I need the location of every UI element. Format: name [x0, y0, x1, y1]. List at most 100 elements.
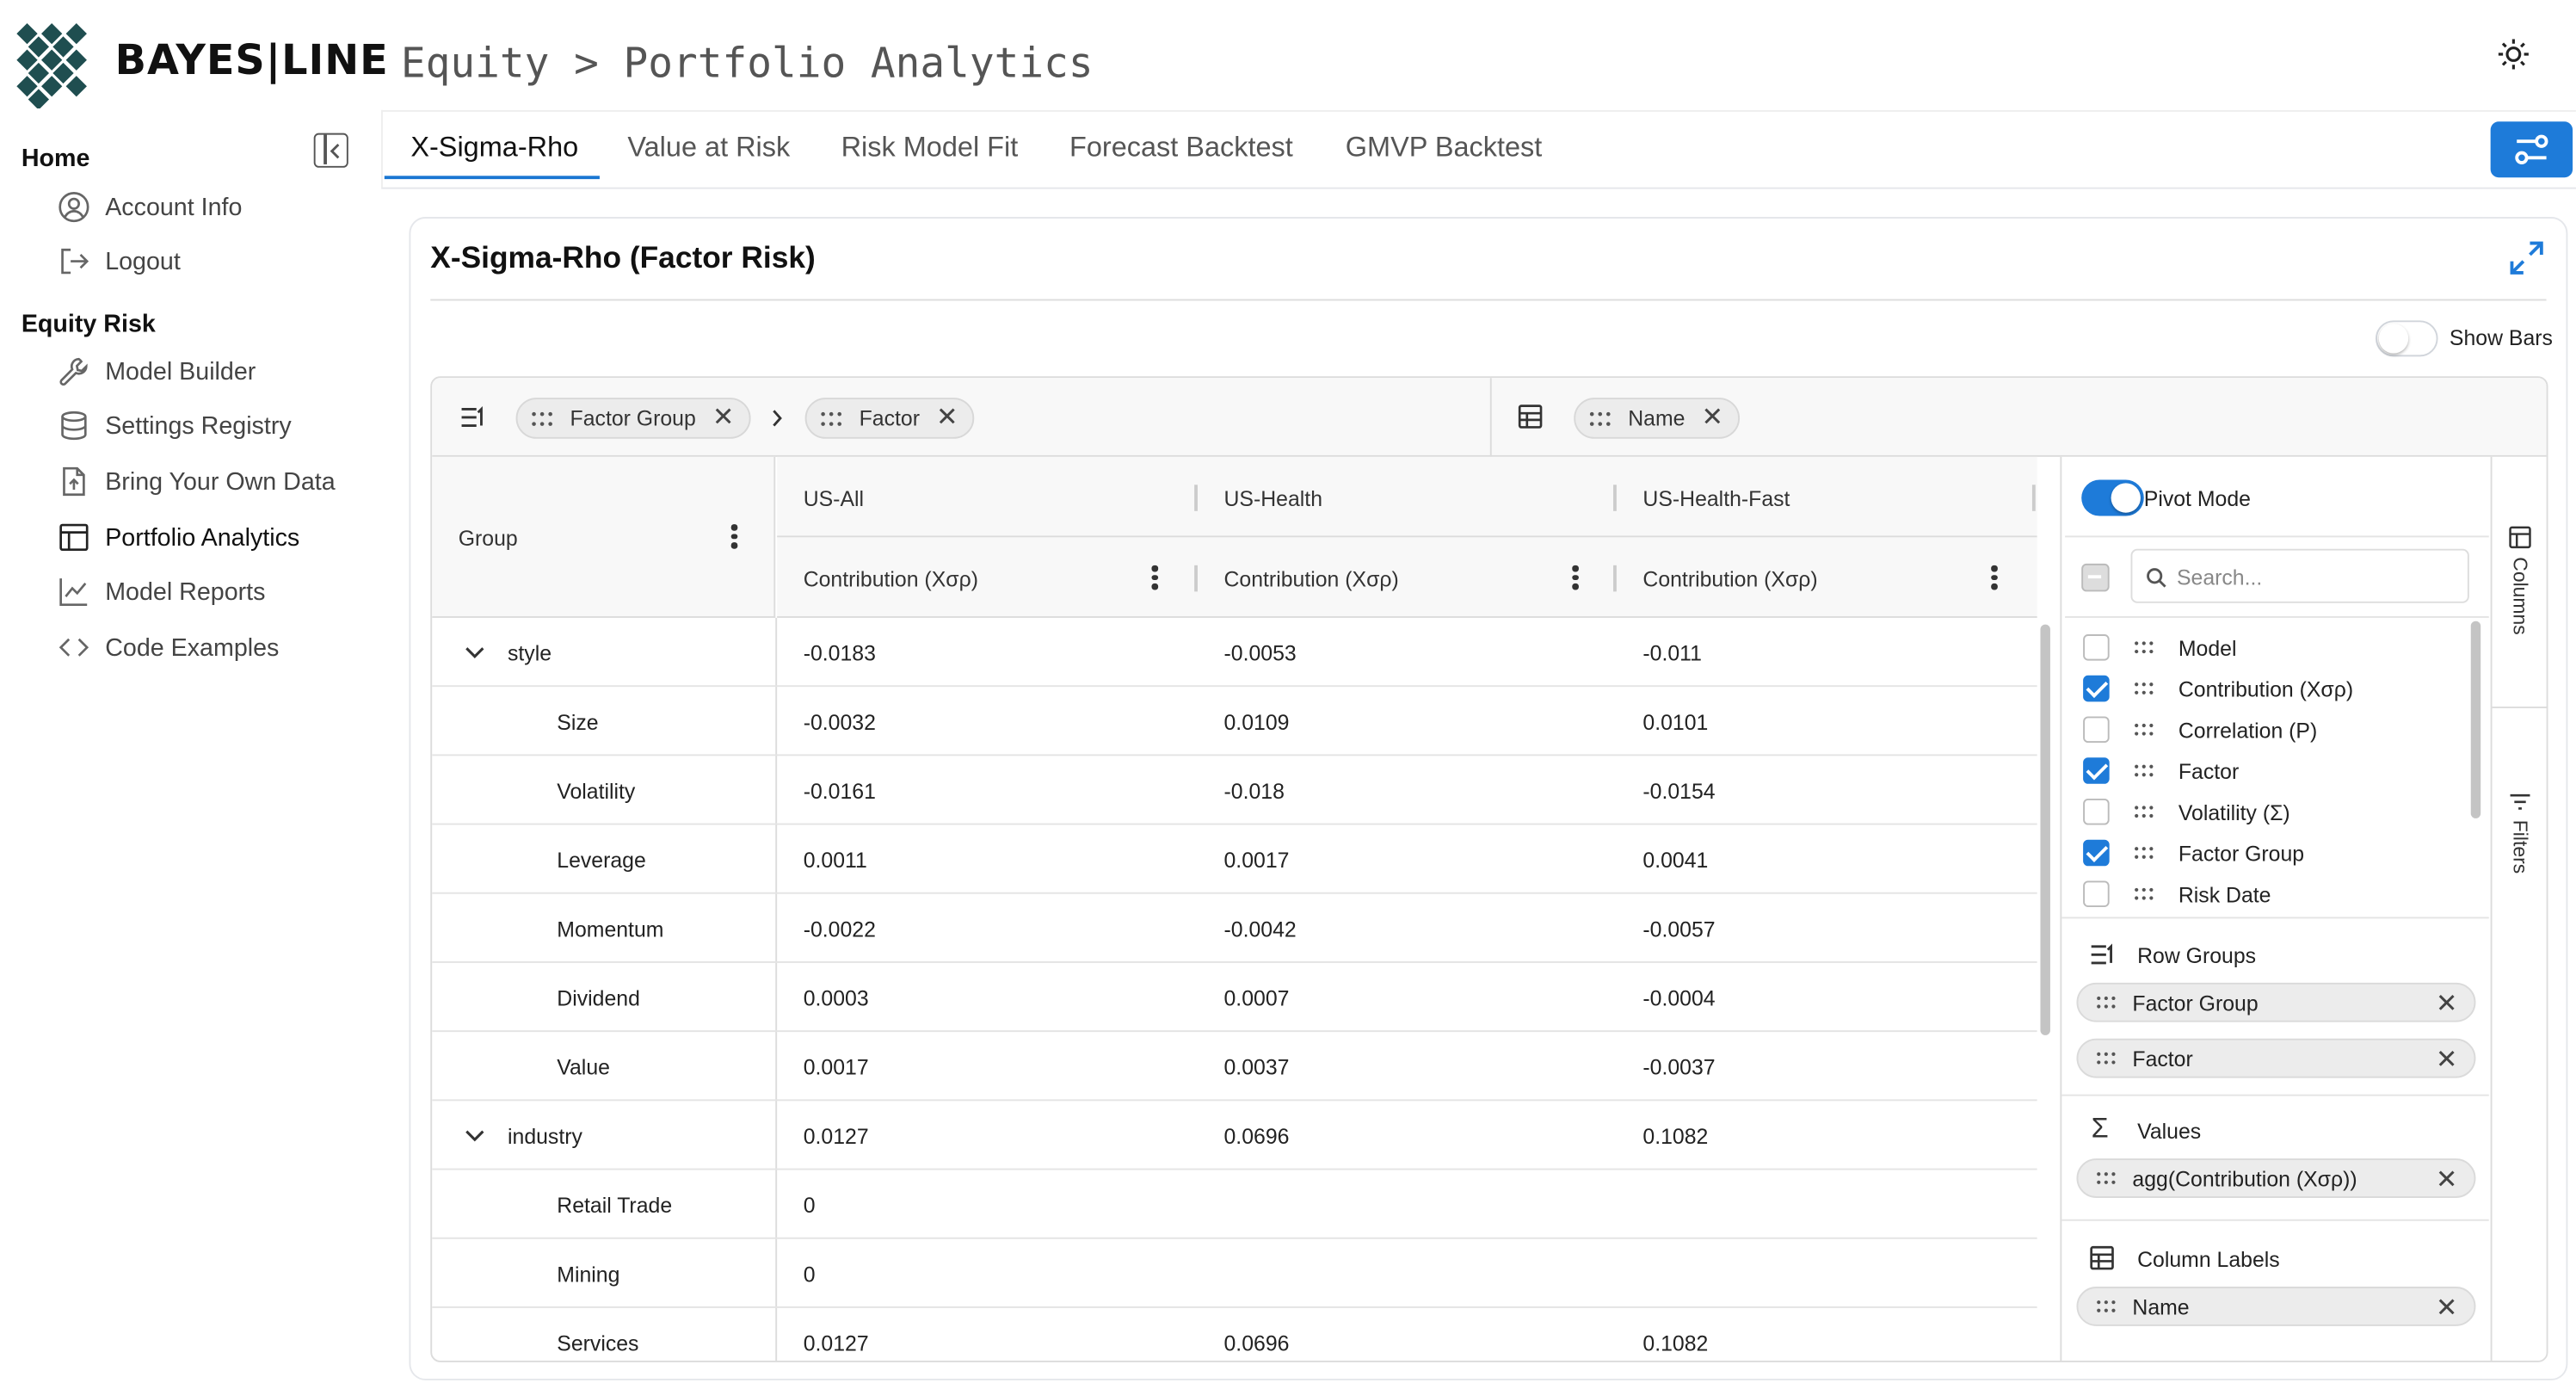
- column-list-item[interactable]: Risk Date: [2178, 882, 2271, 907]
- value-cell[interactable]: 0.0007: [1223, 985, 1290, 1011]
- value-cell[interactable]: 0: [803, 1193, 816, 1218]
- sidebar-item-account-info[interactable]: Account Info: [58, 186, 242, 229]
- expand-icon[interactable]: [2509, 240, 2545, 276]
- group-column-header[interactable]: Group: [432, 456, 776, 618]
- measure-header[interactable]: Contribution (Xσρ): [1642, 566, 1818, 592]
- value-cell[interactable]: 0.0696: [1223, 1124, 1290, 1149]
- sidebar-heading-equity-risk[interactable]: Equity Risk: [21, 310, 156, 339]
- value-cell[interactable]: -0.011: [1642, 640, 1702, 666]
- table-row[interactable]: Size -0.0032 0.0109 0.0101: [432, 687, 2037, 756]
- tab-value-at-risk[interactable]: Value at Risk: [627, 131, 791, 164]
- tab-gmvp-backtest[interactable]: GMVP Backtest: [1345, 131, 1543, 164]
- column-menu-icon[interactable]: [1572, 565, 1579, 592]
- close-icon[interactable]: ✕: [2435, 1166, 2458, 1195]
- value-cell[interactable]: -0.0037: [1642, 1054, 1716, 1080]
- drag-handle-icon[interactable]: [2134, 887, 2154, 900]
- sidebar-item-settings-registry[interactable]: Settings Registry: [58, 404, 292, 448]
- drag-handle-icon[interactable]: [1588, 410, 1612, 426]
- column-list-item[interactable]: Factor Group: [2178, 841, 2305, 867]
- drag-handle-icon[interactable]: [2096, 1300, 2116, 1312]
- group-row[interactable]: industry 0.0127 0.0696 0.1082: [432, 1101, 2037, 1170]
- table-row[interactable]: Leverage 0.0011 0.0017 0.0041: [432, 825, 2037, 894]
- column-list-item[interactable]: Factor: [2178, 759, 2240, 784]
- column-checkbox[interactable]: [2083, 675, 2110, 702]
- value-cell[interactable]: -0.0004: [1642, 985, 1716, 1011]
- column-list-item[interactable]: Volatility (Σ): [2178, 800, 2290, 825]
- value-cell[interactable]: 0.0109: [1223, 709, 1290, 735]
- drag-handle-icon[interactable]: [2096, 1052, 2116, 1065]
- sidebar-heading-home[interactable]: Home: [21, 145, 90, 173]
- row-group-pill-factor-group[interactable]: Factor Group ✕: [2076, 982, 2476, 1022]
- table-row[interactable]: Mining 0: [432, 1239, 2037, 1308]
- drag-handle-icon[interactable]: [2096, 1171, 2116, 1184]
- tab-forecast-backtest[interactable]: Forecast Backtest: [1069, 131, 1293, 164]
- group-row[interactable]: style -0.0183 -0.0053 -0.011: [432, 618, 2037, 688]
- column-chip-name[interactable]: Name ✕: [1574, 398, 1741, 439]
- column-search-input[interactable]: Search...: [2130, 548, 2469, 603]
- sidebar-item-code-examples[interactable]: Code Examples: [58, 626, 279, 669]
- collapse-sidebar-button[interactable]: [313, 133, 348, 168]
- grid-scrollbar[interactable]: [2040, 624, 2050, 1035]
- drag-handle-icon[interactable]: [2134, 846, 2154, 859]
- value-cell[interactable]: 0.0011: [803, 848, 867, 873]
- sidebar-item-portfolio-analytics[interactable]: Portfolio Analytics: [58, 516, 299, 559]
- measure-header[interactable]: Contribution (Xσρ): [1223, 566, 1399, 592]
- show-bars-toggle[interactable]: [2375, 320, 2438, 357]
- sidebar-item-model-reports[interactable]: Model Reports: [58, 571, 265, 614]
- column-list-item[interactable]: Model: [2178, 635, 2237, 661]
- row-group-pill-factor[interactable]: Factor ✕: [2076, 1038, 2476, 1078]
- value-cell[interactable]: -0.0154: [1642, 779, 1716, 804]
- value-cell[interactable]: 0.0017: [1223, 848, 1290, 873]
- column-menu-icon[interactable]: [1991, 565, 1998, 592]
- value-cell[interactable]: -0.0057: [1642, 917, 1716, 942]
- close-icon[interactable]: ✕: [2435, 1047, 2458, 1075]
- value-cell[interactable]: 0.0127: [803, 1124, 869, 1149]
- value-cell[interactable]: -0.0053: [1223, 640, 1297, 666]
- row-group-chip-factor-group[interactable]: Factor Group ✕: [515, 398, 751, 439]
- column-menu-icon[interactable]: [730, 524, 738, 551]
- column-checkbox[interactable]: [2083, 716, 2110, 744]
- value-cell[interactable]: -0.018: [1223, 779, 1285, 804]
- tab-risk-model-fit[interactable]: Risk Model Fit: [841, 131, 1019, 164]
- value-cell[interactable]: -0.0042: [1223, 917, 1297, 942]
- chevron-down-icon[interactable]: [465, 1129, 484, 1142]
- drag-handle-icon[interactable]: [531, 410, 554, 426]
- table-row[interactable]: Retail Trade 0: [432, 1170, 2037, 1239]
- table-row[interactable]: Momentum -0.0022 -0.0042 -0.0057: [432, 894, 2037, 963]
- value-cell[interactable]: -0.0183: [803, 640, 876, 666]
- column-checkbox[interactable]: [2083, 839, 2110, 867]
- table-row[interactable]: Dividend 0.0003 0.0007 -0.0004: [432, 963, 2037, 1033]
- column-menu-icon[interactable]: [1151, 565, 1158, 592]
- sidebar-item-logout[interactable]: Logout: [58, 240, 181, 283]
- drag-handle-icon[interactable]: [2134, 641, 2154, 654]
- chevron-down-icon[interactable]: [465, 645, 484, 658]
- close-icon[interactable]: ✕: [2435, 1294, 2458, 1324]
- pivot-column-us-health[interactable]: US-Health: [1223, 486, 1323, 511]
- value-cell[interactable]: 0.0101: [1642, 709, 1709, 735]
- value-cell[interactable]: 0.1082: [1642, 1124, 1709, 1149]
- value-cell[interactable]: 0.0127: [803, 1331, 869, 1356]
- column-checkbox[interactable]: [2083, 757, 2110, 784]
- value-cell[interactable]: 0.0003: [803, 985, 869, 1011]
- value-pill-contribution[interactable]: agg(Contribution (Xσρ)) ✕: [2076, 1158, 2476, 1198]
- side-tab-filters[interactable]: Filters: [2493, 792, 2548, 874]
- select-all-checkbox[interactable]: [2081, 563, 2110, 592]
- drag-handle-icon[interactable]: [2134, 682, 2154, 695]
- close-icon[interactable]: ✕: [2435, 991, 2458, 1019]
- table-row[interactable]: Services 0.0127 0.0696 0.1082: [432, 1308, 2037, 1361]
- value-cell[interactable]: 0: [803, 1262, 816, 1287]
- value-cell[interactable]: 0.0017: [803, 1054, 869, 1080]
- sidebar-item-bring-your-own-data[interactable]: Bring Your Own Data: [58, 460, 336, 503]
- measure-header[interactable]: Contribution (Xσρ): [803, 566, 978, 592]
- drag-handle-icon[interactable]: [2096, 996, 2116, 1009]
- value-cell[interactable]: -0.0032: [803, 709, 876, 735]
- sidebar-item-model-builder[interactable]: Model Builder: [58, 350, 256, 393]
- close-icon[interactable]: ✕: [936, 403, 958, 432]
- drag-handle-icon[interactable]: [2134, 806, 2154, 818]
- column-list-item[interactable]: Correlation (Ρ): [2178, 718, 2318, 744]
- column-list-item[interactable]: Contribution (Xσρ): [2178, 676, 2354, 702]
- value-cell[interactable]: -0.0161: [803, 779, 876, 804]
- drag-handle-icon[interactable]: [820, 410, 843, 426]
- column-list-scrollbar[interactable]: [2470, 620, 2481, 818]
- pivot-mode-toggle[interactable]: [2081, 479, 2144, 516]
